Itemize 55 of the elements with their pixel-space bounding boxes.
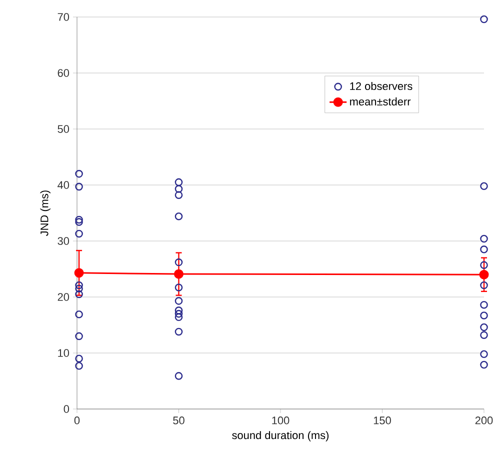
y-axis-title: JND (ms) bbox=[40, 190, 50, 236]
y-tick-label: 70 bbox=[58, 13, 70, 21]
point bbox=[480, 323, 488, 332]
y-tick-label: 20 bbox=[58, 293, 70, 301]
point bbox=[480, 234, 488, 243]
point bbox=[75, 230, 83, 238]
x-tick-label: 100 bbox=[272, 416, 290, 424]
point bbox=[480, 331, 488, 339]
point bbox=[174, 297, 183, 305]
point bbox=[479, 270, 489, 280]
point bbox=[174, 185, 183, 193]
point bbox=[174, 269, 184, 279]
point bbox=[75, 218, 83, 226]
point bbox=[75, 362, 83, 370]
x-tick-label: 50 bbox=[173, 416, 184, 424]
point bbox=[75, 281, 83, 290]
y-tick-label: 10 bbox=[58, 349, 70, 357]
point bbox=[75, 284, 83, 292]
x-tick-label: 200 bbox=[475, 416, 493, 424]
point bbox=[480, 300, 488, 309]
y-tick-label: 0 bbox=[64, 405, 70, 413]
point bbox=[174, 313, 183, 322]
x-axis-title: sound duration (ms) bbox=[232, 431, 329, 442]
y-tick-label: 30 bbox=[58, 237, 70, 245]
point bbox=[174, 328, 183, 336]
point bbox=[480, 312, 488, 320]
x-tick-label: 150 bbox=[374, 416, 391, 424]
point bbox=[174, 306, 183, 314]
point bbox=[174, 372, 183, 380]
point bbox=[74, 268, 84, 278]
y-tick-label: 50 bbox=[58, 125, 70, 133]
point bbox=[75, 332, 83, 340]
point bbox=[480, 350, 488, 358]
point bbox=[480, 360, 488, 369]
y-tick-label: 40 bbox=[58, 181, 70, 189]
point bbox=[174, 178, 183, 186]
point bbox=[480, 261, 488, 269]
point bbox=[75, 182, 83, 191]
point bbox=[174, 191, 183, 199]
y-tick-label: 60 bbox=[58, 69, 70, 77]
point bbox=[174, 258, 183, 266]
point bbox=[174, 310, 183, 318]
x-tick-label: 0 bbox=[74, 416, 80, 424]
legend-label: mean±stderr bbox=[350, 97, 411, 106]
point bbox=[75, 310, 83, 318]
point bbox=[480, 15, 488, 24]
point bbox=[174, 212, 183, 220]
point bbox=[75, 216, 83, 224]
point bbox=[75, 170, 83, 178]
point bbox=[174, 284, 183, 292]
point bbox=[480, 246, 488, 254]
legend-label: 12 observers bbox=[350, 82, 412, 90]
point bbox=[480, 281, 488, 290]
point bbox=[480, 182, 488, 190]
point bbox=[75, 354, 83, 362]
